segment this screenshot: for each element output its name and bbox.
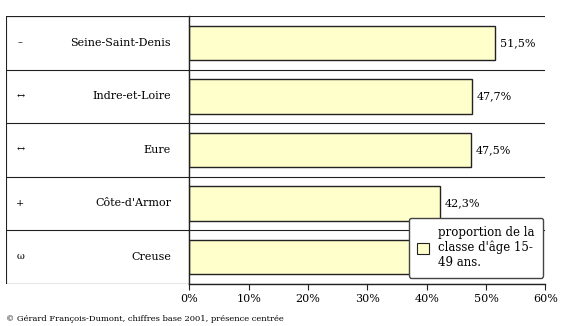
Bar bbox=[189, 133, 471, 167]
Text: © Gérard François-Dumont, chiffres base 2001, présence centrée: © Gérard François-Dumont, chiffres base … bbox=[6, 315, 284, 323]
Text: ↔: ↔ bbox=[17, 145, 25, 155]
Bar bbox=[189, 79, 472, 114]
Text: Eure: Eure bbox=[144, 145, 171, 155]
Text: Indre-et-Loire: Indre-et-Loire bbox=[92, 92, 171, 101]
Text: 39,6%: 39,6% bbox=[429, 252, 464, 262]
Text: –: – bbox=[18, 38, 23, 48]
Legend: proportion de la
classe d'âge 15-
49 ans.: proportion de la classe d'âge 15- 49 ans… bbox=[409, 217, 543, 278]
Text: Côte-d'Armor: Côte-d'Armor bbox=[95, 199, 171, 208]
Text: Creuse: Creuse bbox=[131, 252, 171, 262]
Text: 47,5%: 47,5% bbox=[476, 145, 511, 155]
Text: 47,7%: 47,7% bbox=[477, 92, 513, 101]
Bar bbox=[189, 240, 424, 274]
Text: +: + bbox=[16, 199, 25, 208]
Text: ↔: ↔ bbox=[17, 92, 25, 101]
Bar bbox=[189, 186, 440, 221]
Bar bbox=[189, 26, 495, 60]
Text: Seine-Saint-Denis: Seine-Saint-Denis bbox=[71, 38, 171, 48]
Text: 51,5%: 51,5% bbox=[499, 38, 535, 48]
Text: ω: ω bbox=[17, 252, 24, 261]
Text: 42,3%: 42,3% bbox=[445, 199, 480, 208]
